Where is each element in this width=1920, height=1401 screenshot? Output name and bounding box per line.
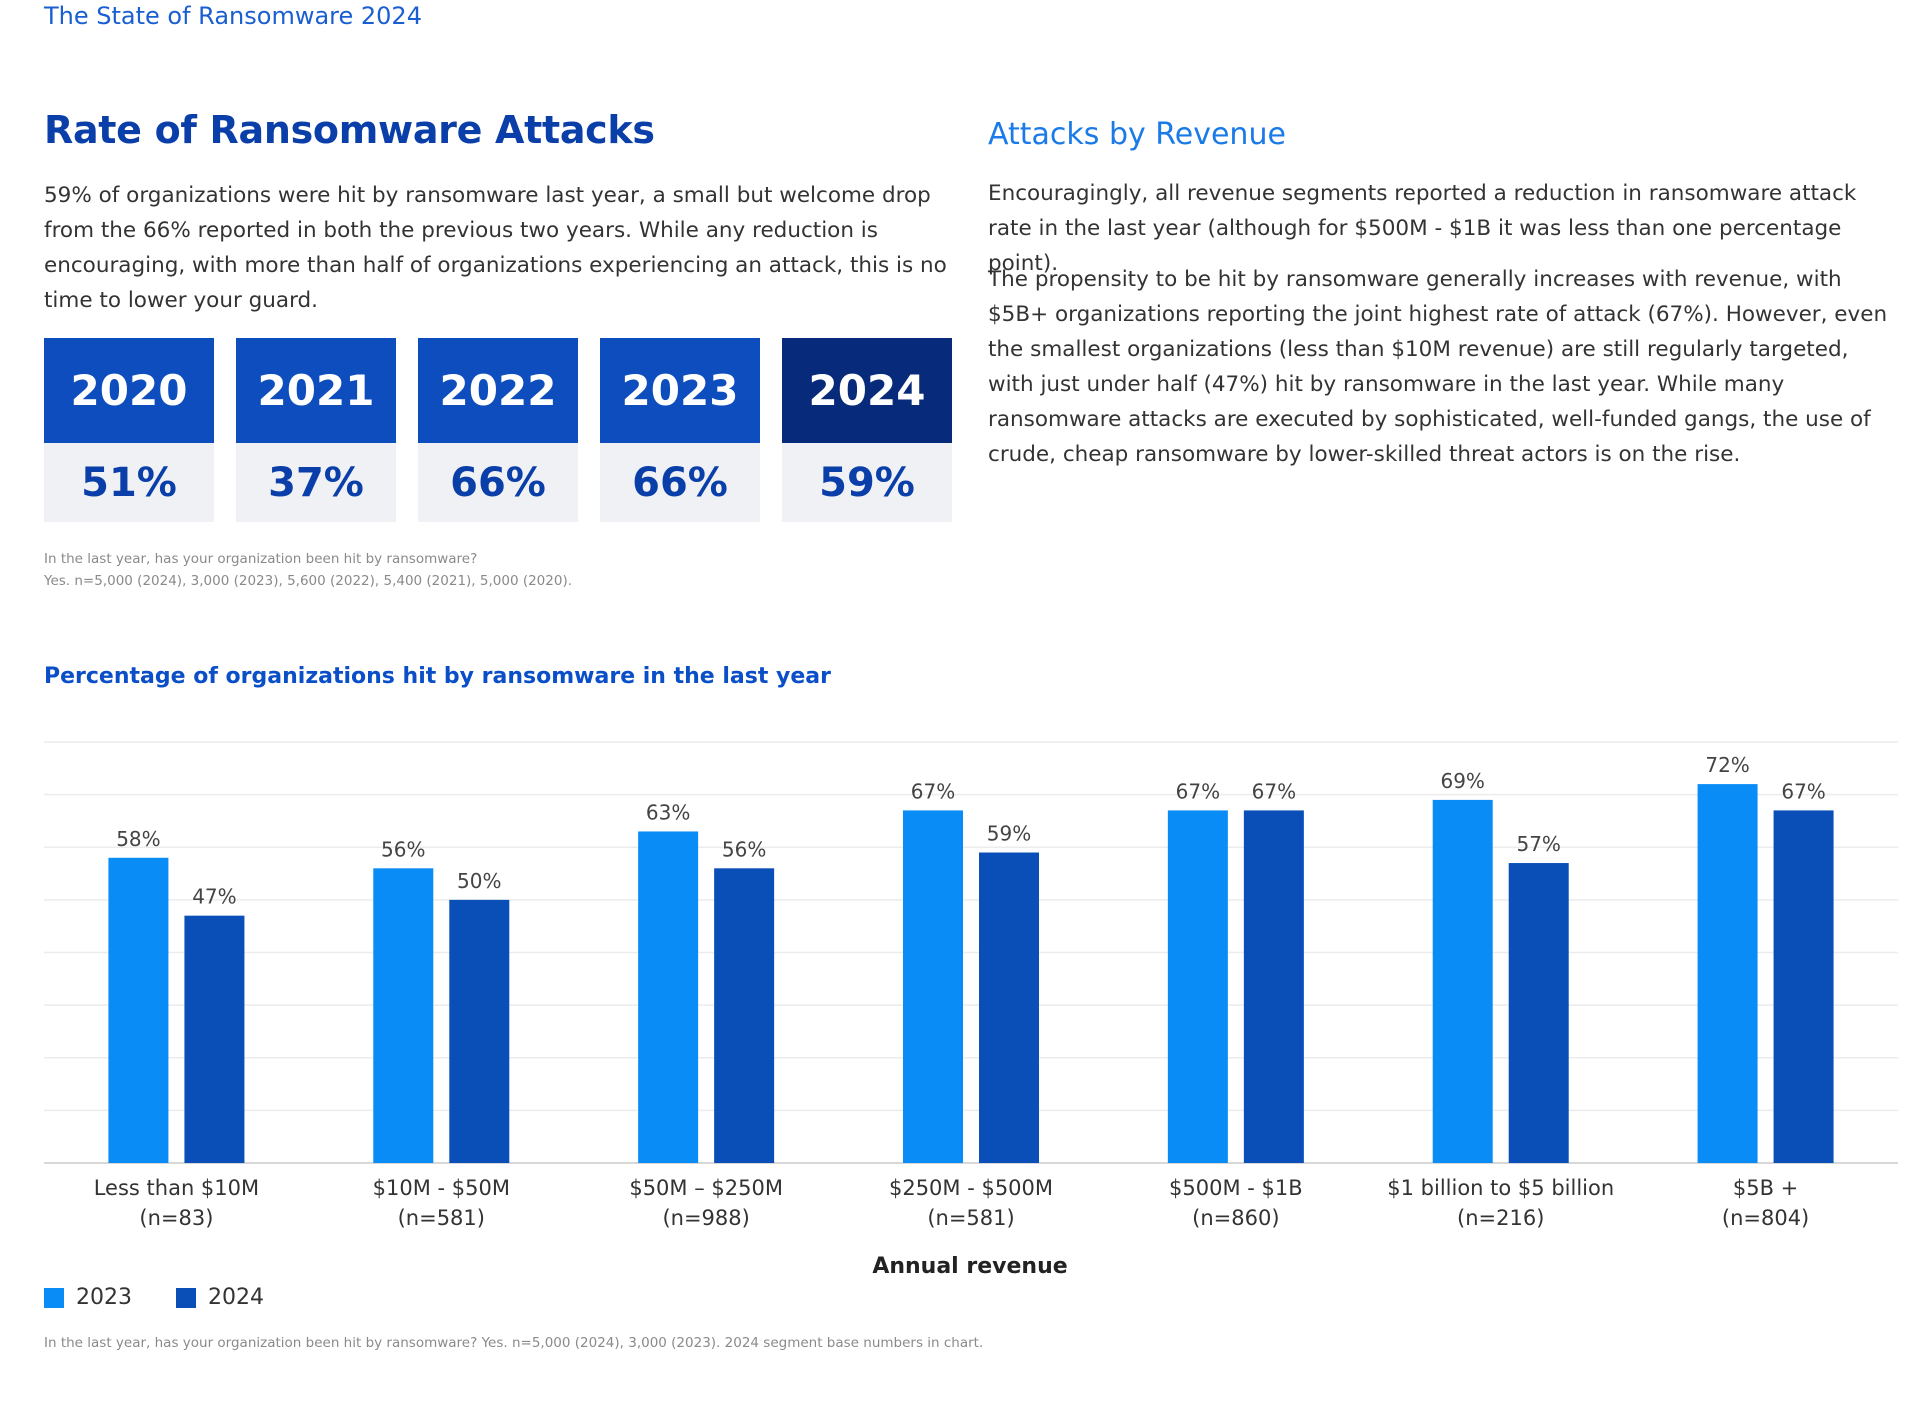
category-sample-size: (n=804) bbox=[1722, 1206, 1809, 1230]
bar-value-label: 59% bbox=[987, 822, 1031, 846]
yearly-rate-grid: 2020 51% 2021 37% 2022 66% 2023 66% 2024… bbox=[44, 338, 952, 522]
year-rate: 66% bbox=[418, 443, 578, 522]
intro-paragraph: 59% of organizations were hit by ransomw… bbox=[44, 183, 947, 313]
chart-footnote: In the last year, has your organization … bbox=[44, 1335, 984, 1351]
legend-label: 2023 bbox=[76, 1285, 132, 1310]
footnote-question: In the last year, has your organization … bbox=[44, 551, 478, 567]
bar-2024 bbox=[1243, 810, 1304, 1163]
bar-value-label: 56% bbox=[381, 837, 425, 861]
bar-2024 bbox=[1773, 810, 1834, 1163]
year-rate: 51% bbox=[44, 443, 214, 522]
bar-value-label: 50% bbox=[457, 869, 501, 893]
bar-2023 bbox=[1432, 799, 1493, 1163]
bar-2023 bbox=[1697, 784, 1758, 1163]
bar-2023 bbox=[108, 857, 169, 1163]
year-label: 2024 bbox=[782, 338, 952, 443]
year-card-2023: 2023 66% bbox=[600, 338, 760, 522]
category-label: $50M – $250M bbox=[629, 1176, 783, 1200]
year-label: 2021 bbox=[236, 338, 396, 443]
revenue-bar-chart: 58% 47% Less than $10M (n=83) 56% 50% $10M - $… bbox=[44, 741, 1898, 1230]
year-card-2024: 2024 59% bbox=[782, 338, 952, 522]
category-label: Less than $10M bbox=[94, 1176, 259, 1200]
bar-value-label: 56% bbox=[722, 837, 766, 861]
category-sample-size: (n=83) bbox=[139, 1206, 213, 1230]
category-sample-size: (n=216) bbox=[1457, 1206, 1544, 1230]
section-title: Rate of Ransomware Attacks bbox=[44, 108, 655, 152]
year-label: 2022 bbox=[418, 338, 578, 443]
footnote-sample: Yes. n=5,000 (2024), 3,000 (2023), 5,600… bbox=[44, 573, 573, 589]
revenue-paragraph-2: The propensity to be hit by ransomware g… bbox=[988, 267, 1888, 467]
bar-2024 bbox=[979, 852, 1039, 1163]
category-sample-size: (n=581) bbox=[398, 1206, 485, 1230]
category-label: $10M - $50M bbox=[373, 1176, 510, 1200]
year-card-2022: 2022 66% bbox=[418, 338, 578, 522]
year-label: 2020 bbox=[44, 338, 214, 443]
bar-2023 bbox=[638, 831, 699, 1163]
bar-value-label: 67% bbox=[1252, 779, 1296, 803]
chart-title: Percentage of organizations hit by ranso… bbox=[44, 664, 832, 689]
year-card-2020: 2020 51% bbox=[44, 338, 214, 522]
category-sample-size: (n=860) bbox=[1192, 1206, 1279, 1230]
bar-value-label: 69% bbox=[1440, 769, 1484, 793]
bar-value-label: 47% bbox=[192, 885, 236, 909]
bar-2024 bbox=[714, 868, 775, 1163]
year-rate: 66% bbox=[600, 443, 760, 522]
legend-item-2024: 2024 bbox=[176, 1285, 264, 1310]
survey-footnote: In the last year, has your organization … bbox=[44, 548, 572, 592]
bar-value-label: 67% bbox=[911, 779, 955, 803]
bar-2023 bbox=[373, 868, 434, 1163]
report-title: The State of Ransomware 2024 bbox=[44, 2, 422, 30]
bar-value-label: 67% bbox=[1176, 779, 1220, 803]
bar-2024 bbox=[1508, 863, 1569, 1163]
revenue-paragraph-1: Encouragingly, all revenue segments repo… bbox=[988, 181, 1857, 276]
legend-item-2023: 2023 bbox=[44, 1285, 132, 1310]
year-card-2021: 2021 37% bbox=[236, 338, 396, 522]
category-label: $500M - $1B bbox=[1169, 1176, 1303, 1200]
year-rate: 37% bbox=[236, 443, 396, 522]
chart-legend: 2023 2024 bbox=[44, 1285, 264, 1310]
legend-swatch bbox=[176, 1287, 196, 1308]
category-sample-size: (n=988) bbox=[662, 1206, 749, 1230]
x-axis-title: Annual revenue bbox=[872, 1254, 1068, 1279]
year-label: 2023 bbox=[600, 338, 760, 443]
legend-label: 2024 bbox=[208, 1285, 264, 1310]
bar-value-label: 72% bbox=[1705, 753, 1749, 777]
bar-value-label: 58% bbox=[116, 827, 160, 851]
category-sample-size: (n=581) bbox=[927, 1206, 1014, 1230]
bar-2024 bbox=[449, 899, 510, 1163]
category-label: $1 billion to $5 billion bbox=[1387, 1176, 1614, 1200]
bar-value-label: 63% bbox=[646, 800, 690, 824]
bar-value-label: 67% bbox=[1781, 779, 1825, 803]
bar-2023 bbox=[903, 810, 963, 1163]
bar-2023 bbox=[1167, 810, 1228, 1163]
revenue-section-title: Attacks by Revenue bbox=[988, 117, 1286, 152]
bar-2024 bbox=[184, 915, 245, 1163]
category-label: $5B + bbox=[1733, 1176, 1798, 1200]
category-label: $250M - $500M bbox=[889, 1176, 1053, 1200]
legend-swatch bbox=[44, 1287, 64, 1308]
bar-value-label: 57% bbox=[1516, 832, 1560, 856]
year-rate: 59% bbox=[782, 443, 952, 522]
